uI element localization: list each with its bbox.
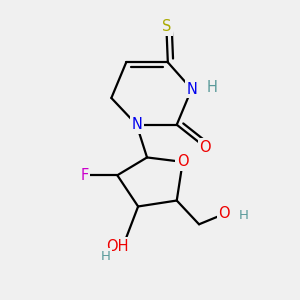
Text: O: O	[199, 140, 211, 154]
Text: H: H	[100, 250, 110, 263]
Text: O: O	[177, 154, 188, 169]
Text: H: H	[207, 80, 218, 95]
Text: O: O	[218, 206, 230, 221]
Text: N: N	[186, 82, 197, 97]
Text: OH: OH	[106, 239, 129, 254]
Text: N: N	[131, 117, 142, 132]
Text: S: S	[162, 19, 171, 34]
Text: F: F	[80, 168, 89, 183]
Text: H: H	[239, 209, 249, 223]
